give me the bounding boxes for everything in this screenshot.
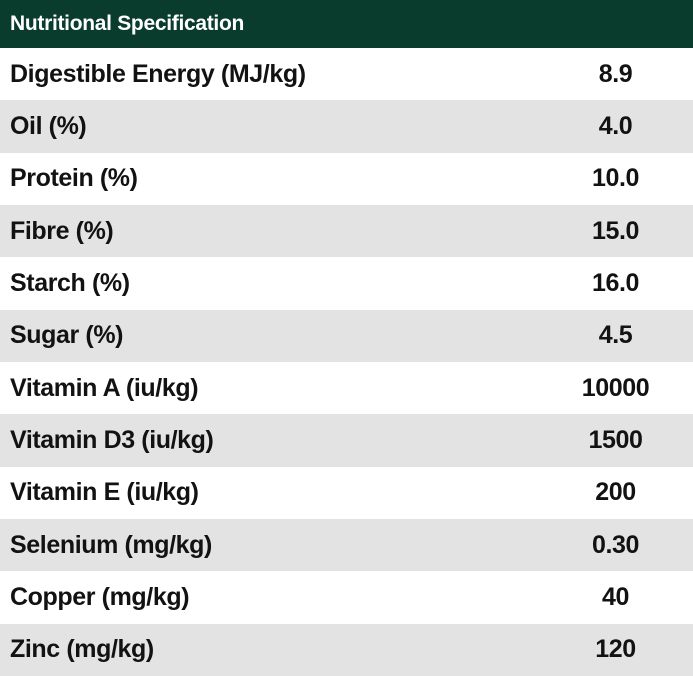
row-label: Vitamin A (iu/kg) <box>10 373 199 402</box>
table-row: Sugar (%) 4.5 <box>0 309 693 362</box>
table-row: Protein (%) 10.0 <box>0 152 693 205</box>
table-body: Digestible Energy (MJ/kg) 8.9 Oil (%) 4.0 Pr… <box>0 48 693 676</box>
row-label: Fibre (%) <box>10 216 114 245</box>
table-row: Fibre (%) 15.0 <box>0 204 693 258</box>
row-label: Zinc (mg/kg) <box>10 635 154 664</box>
row-value: 10.0 <box>591 164 640 193</box>
row-value: 4.5 <box>598 321 633 350</box>
row-value: 10000 <box>581 373 650 402</box>
table-row: Vitamin A (iu/kg) 10000 <box>0 361 693 415</box>
table-row: Zinc (mg/kg) 120 <box>0 623 693 676</box>
row-value: 16.0 <box>591 268 640 297</box>
row-value: 15.0 <box>591 216 640 245</box>
row-value: 8.9 <box>598 59 633 88</box>
row-value: 1500 <box>588 425 643 454</box>
row-label: Starch (%) <box>10 268 130 297</box>
row-label: Digestible Energy (MJ/kg) <box>10 59 306 88</box>
table-title: Nutritional Specification <box>10 12 245 35</box>
table-header: Nutritional Specification <box>0 0 693 48</box>
row-label: Sugar (%) <box>10 321 124 350</box>
table-row: Vitamin E (iu/kg) 200 <box>0 466 693 519</box>
row-label: Copper (mg/kg) <box>10 582 190 611</box>
table-row: Oil (%) 4.0 <box>0 100 693 153</box>
row-label: Vitamin D3 (iu/kg) <box>10 425 214 454</box>
row-value: 0.30 <box>591 530 640 559</box>
row-label: Protein (%) <box>10 164 138 193</box>
row-value: 40 <box>601 582 629 611</box>
row-value: 200 <box>595 478 636 507</box>
row-label: Selenium (mg/kg) <box>10 530 212 559</box>
table-row: Copper (mg/kg) 40 <box>0 571 693 624</box>
table-row: Starch (%) 16.0 <box>0 257 693 310</box>
row-value: 4.0 <box>598 111 633 140</box>
row-label: Oil (%) <box>10 111 87 140</box>
table-row: Selenium (mg/kg) 0.30 <box>0 518 693 572</box>
row-value: 120 <box>595 635 636 664</box>
table-row: Digestible Energy (MJ/kg) 8.9 <box>0 48 693 101</box>
table-row: Vitamin D3 (iu/kg) 1500 <box>0 414 693 467</box>
row-label: Vitamin E (iu/kg) <box>10 478 199 507</box>
